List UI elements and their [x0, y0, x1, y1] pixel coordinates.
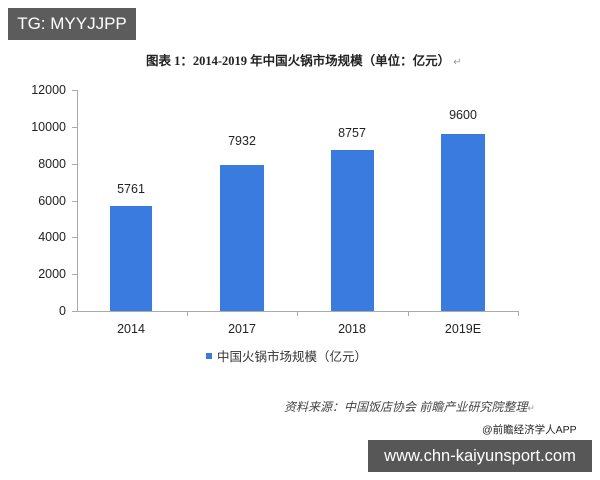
source-text: 资料来源：中国饭店协会 前瞻产业研究院整理 [284, 400, 528, 414]
x-tick [187, 311, 188, 316]
bar-2014 [110, 206, 152, 311]
chart-title-text: 图表 1：2014-2019 年中国火锅市场规模（单位：亿元） [146, 54, 451, 68]
x-tick [297, 311, 298, 316]
y-tick-label: 10000 [31, 120, 66, 134]
x-tick-label: 2014 [117, 322, 145, 336]
y-tick-label: 6000 [38, 194, 66, 208]
y-tick-label: 2000 [38, 267, 66, 281]
credit-text: @前瞻经济学人APP [482, 424, 577, 436]
bar-value-label: 8757 [338, 126, 366, 140]
return-mark-icon: ↵ [453, 57, 462, 68]
y-tick [72, 201, 77, 202]
y-tick [72, 274, 77, 275]
legend: 中国火锅市场规模（亿元） [206, 346, 367, 365]
chart-title: 图表 1：2014-2019 年中国火锅市场规模（单位：亿元） ↵ [146, 50, 462, 69]
y-tick [72, 164, 77, 165]
x-tick [408, 311, 409, 316]
y-tick-label: 0 [59, 304, 66, 318]
x-tick-label: 2018 [338, 322, 366, 336]
x-tick-label: 2019E [444, 322, 482, 336]
x-tick [518, 311, 519, 316]
return-mark-icon: ↵ [527, 403, 535, 413]
y-tick [72, 311, 77, 312]
x-tick-label: 2017 [228, 322, 256, 336]
bar-value-label: 9600 [449, 108, 477, 122]
legend-swatch-icon [206, 352, 212, 359]
legend-label: 中国火锅市场规模（亿元） [217, 350, 368, 364]
bar-2019e [441, 134, 485, 311]
y-axis-line [77, 90, 78, 312]
y-tick-label: 8000 [38, 157, 66, 171]
bar-2017 [220, 165, 264, 311]
watermark-banner: www.chn-kaiyunsport.com [368, 440, 592, 472]
bar-value-label: 7932 [228, 134, 256, 148]
y-tick [72, 90, 77, 91]
bar-2018 [331, 150, 374, 311]
tg-badge: TG: MYYJJPP [8, 8, 136, 40]
y-tick [72, 237, 77, 238]
y-tick-label: 12000 [31, 83, 66, 97]
y-tick [72, 127, 77, 128]
y-tick-label: 4000 [38, 230, 66, 244]
bar-value-label: 5761 [117, 182, 145, 196]
source-note: 资料来源：中国饭店协会 前瞻产业研究院整理↵ [284, 398, 535, 415]
